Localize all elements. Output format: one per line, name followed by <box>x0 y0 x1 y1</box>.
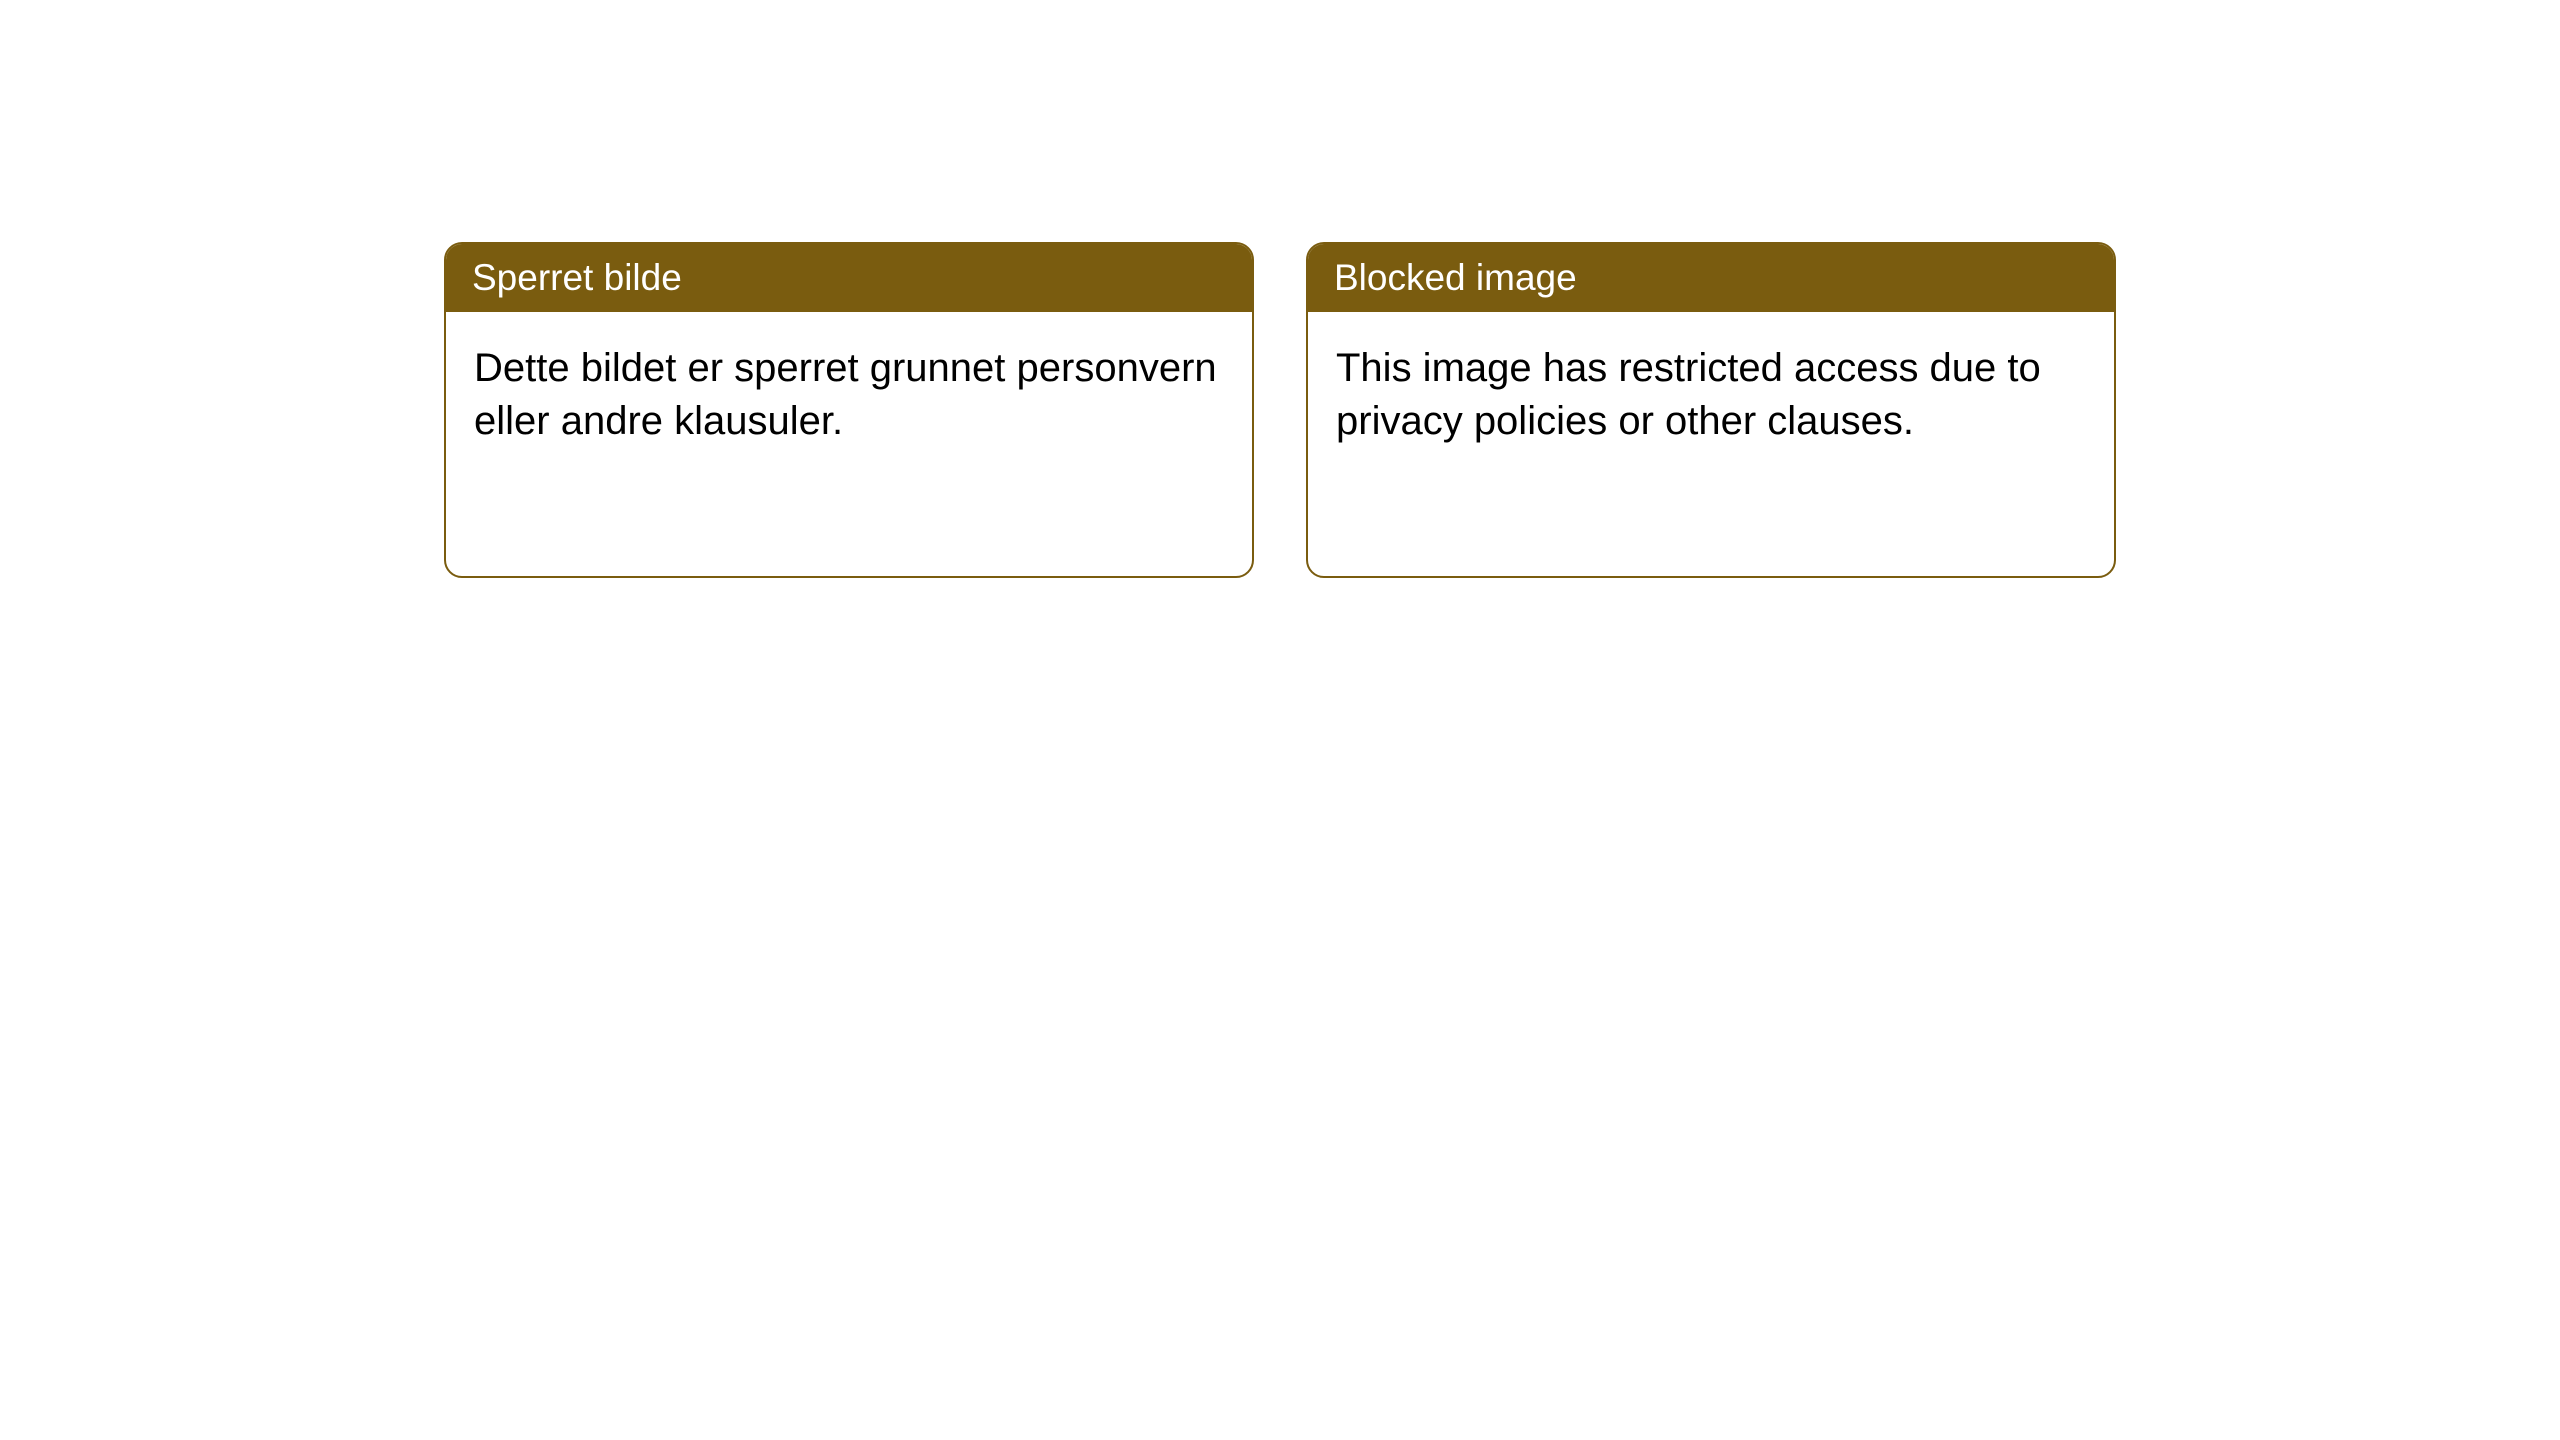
notice-cards-container: Sperret bilde Dette bildet er sperret gr… <box>444 242 2116 578</box>
card-title: Sperret bilde <box>472 257 682 298</box>
card-body-text: Dette bildet er sperret grunnet personve… <box>474 346 1217 443</box>
card-body: Dette bildet er sperret grunnet personve… <box>446 312 1252 478</box>
card-title: Blocked image <box>1334 257 1577 298</box>
notice-card-norwegian: Sperret bilde Dette bildet er sperret gr… <box>444 242 1254 578</box>
card-body-text: This image has restricted access due to … <box>1336 346 2041 443</box>
card-header: Blocked image <box>1308 244 2114 312</box>
notice-card-english: Blocked image This image has restricted … <box>1306 242 2116 578</box>
card-header: Sperret bilde <box>446 244 1252 312</box>
card-body: This image has restricted access due to … <box>1308 312 2114 478</box>
